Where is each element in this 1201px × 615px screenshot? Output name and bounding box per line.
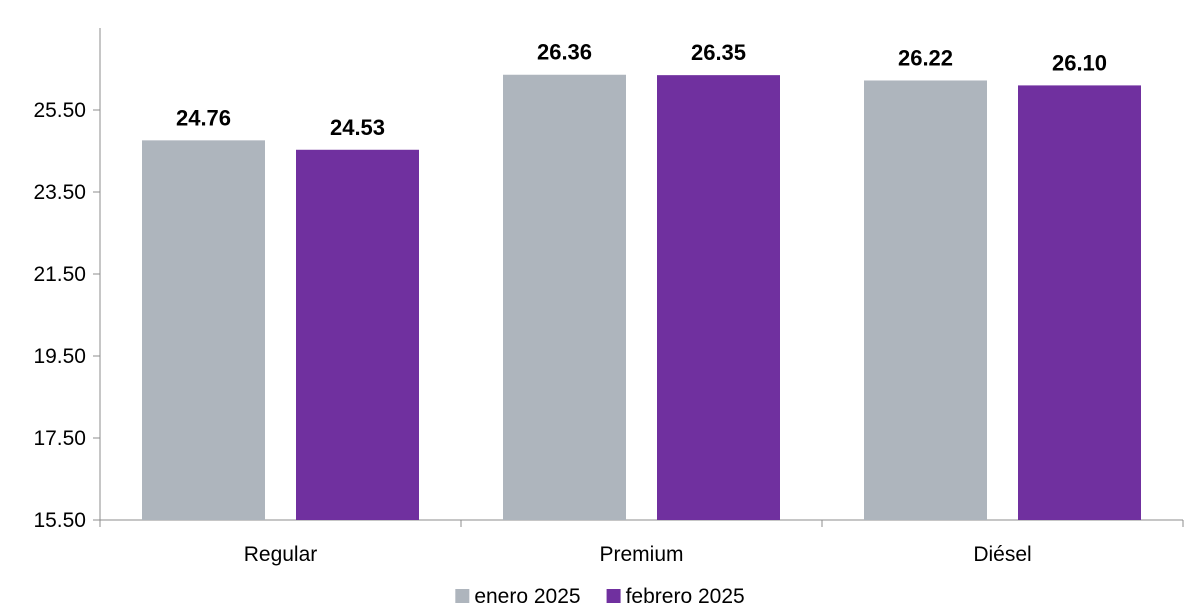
data-label: 26.35 bbox=[691, 40, 746, 65]
bar bbox=[503, 74, 626, 521]
legend-label: enero 2025 bbox=[474, 585, 580, 608]
y-tick-label: 15.50 bbox=[33, 509, 86, 532]
data-label: 24.76 bbox=[176, 105, 231, 130]
x-category-label: Regular bbox=[244, 543, 318, 566]
legend-item: febrero 2025 bbox=[606, 585, 745, 608]
y-tick-label: 23.50 bbox=[33, 181, 86, 204]
legend-item: enero 2025 bbox=[455, 585, 581, 608]
y-tick-label: 17.50 bbox=[33, 427, 86, 450]
bar bbox=[657, 75, 780, 521]
data-labels: 24.76 24.53 26.36 26.35 26.22 26.10 bbox=[176, 40, 1107, 140]
legend: enero 2025 febrero 2025 bbox=[455, 585, 745, 608]
legend-swatch bbox=[455, 589, 470, 603]
y-tick-label: 25.50 bbox=[33, 99, 86, 122]
data-label: 26.10 bbox=[1052, 50, 1107, 75]
y-tick-label: 19.50 bbox=[33, 345, 86, 368]
x-category-label: Premium bbox=[599, 543, 683, 566]
y-tick-label: 21.50 bbox=[33, 263, 86, 286]
x-category-label: Diésel bbox=[973, 543, 1031, 566]
x-axis: Regular Premium Diésel bbox=[99, 519, 1184, 566]
bars bbox=[142, 74, 1141, 521]
bar bbox=[1018, 85, 1141, 521]
data-label: 26.22 bbox=[898, 45, 953, 70]
bar bbox=[142, 140, 265, 520]
legend-label: febrero 2025 bbox=[626, 585, 745, 608]
legend-swatch bbox=[606, 589, 621, 603]
bar bbox=[296, 149, 419, 520]
bar bbox=[864, 80, 987, 520]
data-label: 24.53 bbox=[330, 115, 385, 140]
y-axis: 15.50 17.50 19.50 21.50 23.50 25.50 bbox=[33, 28, 101, 532]
data-label: 26.36 bbox=[537, 40, 592, 65]
